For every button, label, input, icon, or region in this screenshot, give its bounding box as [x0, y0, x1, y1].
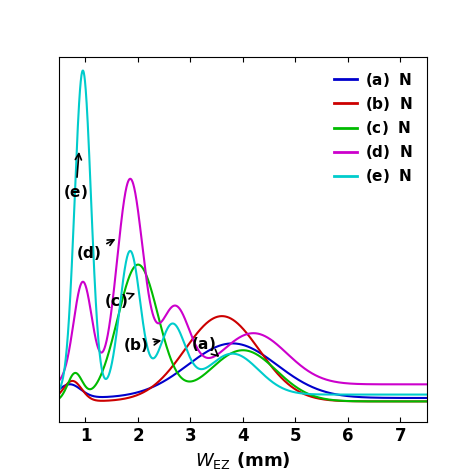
- Legend: $\mathbf{(a)}$  $\mathbf{N}$, $\mathbf{(b)}$  $\mathbf{N}$, $\mathbf{(c)}$  $\ma: $\mathbf{(a)}$ $\mathbf{N}$, $\mathbf{(b…: [328, 64, 419, 191]
- X-axis label: $\mathit{W}_\mathrm{EZ}$ (mm): $\mathit{W}_\mathrm{EZ}$ (mm): [195, 450, 291, 471]
- Text: $\mathbf{(d)}$: $\mathbf{(d)}$: [76, 240, 114, 262]
- Text: $\mathbf{(b)}$: $\mathbf{(b)}$: [123, 336, 160, 354]
- Text: $\mathbf{(a)}$: $\mathbf{(a)}$: [191, 335, 218, 356]
- Text: $\mathbf{(c)}$: $\mathbf{(c)}$: [104, 292, 134, 310]
- Text: $\mathbf{(e)}$: $\mathbf{(e)}$: [64, 154, 88, 201]
